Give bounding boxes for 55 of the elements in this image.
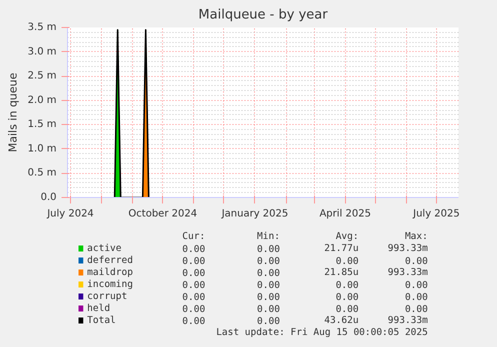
text: 0.00 <box>404 256 428 267</box>
y-tick-label: 0.0 <box>40 192 57 203</box>
text: 21.77u <box>324 243 359 254</box>
text: 993.33m <box>388 267 428 278</box>
text: Last update: Fri Aug 15 00:00:05 2025 <box>216 327 428 338</box>
x-tick-label: October 2024 <box>128 208 198 220</box>
y-tick-label: 1.5 m <box>28 119 57 130</box>
text: 0.00 <box>182 280 206 291</box>
text: Avg: <box>336 231 359 242</box>
text: 43.62u <box>324 315 359 326</box>
text: Min: <box>257 231 280 242</box>
text: 0.00 <box>336 280 359 291</box>
x-tick-label: July 2025 <box>412 208 460 220</box>
text: 0.00 <box>257 268 280 279</box>
legend-label: corrupt <box>87 291 128 302</box>
text: 0.00 <box>336 256 359 267</box>
y-axis-title: Mails in queue <box>6 72 20 152</box>
chart-title: Mailqueue - by year <box>198 8 328 22</box>
text: 0.00 <box>182 316 206 327</box>
text: Max: <box>404 231 428 242</box>
text: 993.33m <box>388 315 428 326</box>
text: 0.00 <box>336 304 359 315</box>
text: 0.00 <box>182 256 206 267</box>
text: 0.00 <box>404 280 428 291</box>
legend-label: maildrop <box>87 267 134 278</box>
text: 21.85u <box>324 267 359 278</box>
text: 0.00 <box>404 292 428 303</box>
text: 0.00 <box>257 280 280 291</box>
text: Cur: <box>182 231 206 242</box>
legend-label: deferred <box>87 255 133 266</box>
text: 993.33m <box>388 243 428 254</box>
text: 0.00 <box>257 244 280 255</box>
y-tick-label: 1.0 m <box>28 143 57 154</box>
legend-label: held <box>87 303 110 314</box>
text: 0.00 <box>182 244 206 255</box>
text: 0.00 <box>257 316 280 327</box>
text: 0.00 <box>182 292 206 303</box>
x-tick-label: April 2025 <box>319 208 371 220</box>
y-tick-label: 2.5 m <box>28 70 57 82</box>
text: 0.00 <box>404 304 428 315</box>
y-tick-label: 3.5 m <box>28 22 57 33</box>
text: 0.00 <box>182 304 206 315</box>
text: 0.00 <box>257 256 280 267</box>
x-tick-label: January 2025 <box>220 208 288 220</box>
text: 0.00 <box>257 304 280 315</box>
y-tick-label: 2.0 m <box>28 94 57 106</box>
legend-label: Total <box>87 315 116 326</box>
text: 0.00 <box>182 268 206 279</box>
legend-label: incoming <box>87 279 133 290</box>
legend-label: active <box>87 243 122 254</box>
y-tick-label: 3.0 m <box>28 46 57 58</box>
y-tick-label: 0.5 m <box>28 168 57 179</box>
x-tick-label: July 2024 <box>46 208 94 220</box>
text: 0.00 <box>336 292 359 303</box>
text: 0.00 <box>257 292 280 303</box>
